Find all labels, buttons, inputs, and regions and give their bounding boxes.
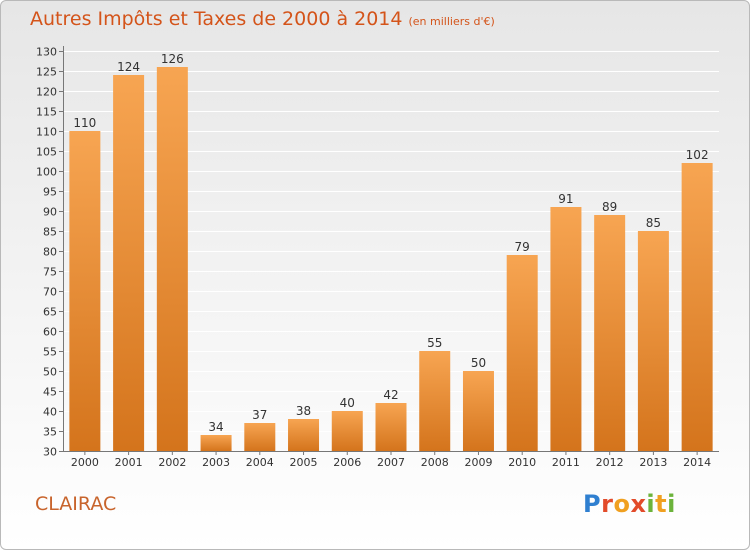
- x-tick-label: 2002: [158, 456, 186, 469]
- bar: [506, 255, 538, 451]
- y-tick-label: 85: [43, 226, 57, 239]
- bar-value-label: 91: [558, 192, 573, 206]
- x-tick-label: 2008: [421, 456, 449, 469]
- y-tick-label: 90: [43, 206, 57, 219]
- y-tick-label: 70: [43, 286, 57, 299]
- y-tick-label: 115: [36, 106, 57, 119]
- y-tick-label: 100: [36, 166, 57, 179]
- logo-letter: x: [630, 490, 647, 518]
- bar: [113, 75, 145, 451]
- bar: [462, 371, 494, 451]
- y-tick-label: 50: [43, 366, 57, 379]
- logo-letter: r: [601, 490, 614, 518]
- bar: [681, 163, 713, 451]
- x-tick-label: 2003: [202, 456, 230, 469]
- x-tick-label: 2007: [377, 456, 405, 469]
- bar: [594, 215, 626, 451]
- bar-value-label: 34: [208, 420, 223, 434]
- bar-value-label: 38: [296, 404, 311, 418]
- y-tick-label: 95: [43, 186, 57, 199]
- bar-value-label: 89: [602, 200, 617, 214]
- bar: [637, 231, 669, 451]
- bar: [331, 411, 363, 451]
- y-tick-label: 110: [36, 126, 57, 139]
- bar: [244, 423, 276, 451]
- bar-layer: [69, 67, 713, 451]
- x-tick-label: 2012: [596, 456, 624, 469]
- y-tick-label: 120: [36, 86, 57, 99]
- bar: [288, 419, 320, 451]
- logo-letter: P: [583, 490, 602, 518]
- x-tick-label: 2014: [683, 456, 711, 469]
- bar-value-label: 79: [515, 240, 530, 254]
- bar-value-label: 126: [161, 52, 184, 66]
- logo-letter: i: [667, 490, 676, 518]
- bar-value-label: 102: [686, 148, 709, 162]
- x-tick-label: 2010: [508, 456, 536, 469]
- chart-title-unit: (en milliers d'€): [408, 15, 495, 28]
- commune-name: CLAIRAC: [35, 493, 117, 515]
- proxiti-logo: Proxiti: [583, 490, 676, 518]
- bar: [375, 403, 407, 451]
- logo-letter: o: [613, 490, 631, 518]
- y-tick-label: 105: [36, 146, 57, 159]
- bar: [156, 67, 188, 451]
- chart-title: Autres Impôts et Taxes de 2000 à 2014 (en…: [30, 8, 495, 30]
- y-tick-label: 65: [43, 306, 57, 319]
- y-tick-label: 130: [36, 46, 57, 59]
- chart-title-main: Autres Impôts et Taxes de 2000 à 2014: [30, 8, 403, 30]
- x-tick-label: 2009: [464, 456, 492, 469]
- bar: [419, 351, 451, 451]
- y-tick-label: 30: [43, 446, 57, 459]
- y-tick-label: 125: [36, 66, 57, 79]
- bar: [550, 207, 582, 451]
- y-tick-label: 75: [43, 266, 57, 279]
- y-tick-label: 40: [43, 406, 57, 419]
- bar: [69, 131, 101, 451]
- logo-letter: i: [646, 490, 656, 518]
- y-tick-label: 45: [43, 386, 57, 399]
- logo-letter: t: [655, 490, 668, 518]
- label-layer: 110 124 126 34 37 38 40 42 55 50 79 91 89 85 102: [73, 52, 708, 434]
- x-tick-label: 2006: [333, 456, 361, 469]
- x-tick-label: 2004: [246, 456, 274, 469]
- y-tick-label: 60: [43, 326, 57, 339]
- y-tick-label: 80: [43, 246, 57, 259]
- bar-value-label: 42: [383, 388, 398, 402]
- bar-value-label: 40: [340, 396, 355, 410]
- x-tick-label: 2001: [115, 456, 143, 469]
- bar-value-label: 50: [471, 356, 486, 370]
- axis-layer: 30 35 40 45 50 55 60 65 70 75 80 85 90 95 100 105 110 115…: [36, 46, 719, 469]
- x-tick-label: 2005: [290, 456, 318, 469]
- x-tick-label: 2013: [639, 456, 667, 469]
- y-tick-label: 35: [43, 426, 57, 439]
- y-tick-label: 55: [43, 346, 57, 359]
- bar: [200, 435, 232, 451]
- bar-value-label: 124: [117, 60, 140, 74]
- x-tick-label: 2000: [71, 456, 99, 469]
- bar-value-label: 110: [73, 116, 96, 130]
- bar-value-label: 85: [646, 216, 661, 230]
- x-tick-label: 2011: [552, 456, 580, 469]
- bar-value-label: 37: [252, 408, 267, 422]
- bar-value-label: 55: [427, 336, 442, 350]
